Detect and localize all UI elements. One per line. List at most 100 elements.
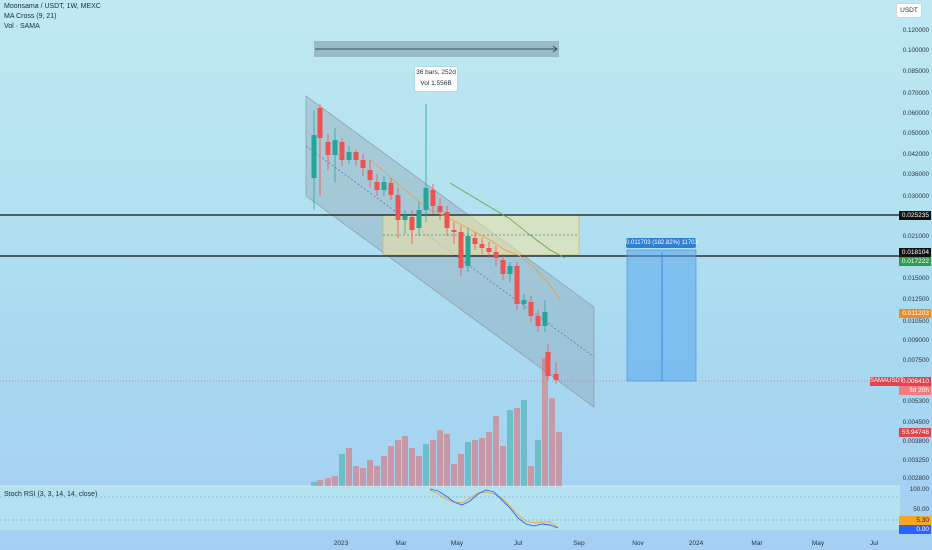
- stoch-d-line: [429, 489, 559, 528]
- candle-body: [458, 232, 464, 268]
- volume-legend[interactable]: Vol · SAMA: [4, 23, 40, 30]
- bars-volume-text: Vol 1.556B: [420, 80, 452, 87]
- price-tick: 0.003250: [902, 457, 929, 464]
- candle-body: [472, 238, 478, 244]
- ma-cross-legend[interactable]: MA Cross (9, 21): [4, 13, 57, 20]
- volume-bar: [528, 466, 534, 486]
- candle-body: [311, 135, 317, 178]
- volume-bar: [479, 438, 485, 486]
- volume-bar: [514, 408, 520, 486]
- stoch-level-tick: 50.00: [913, 506, 929, 513]
- candle-body: [545, 352, 551, 376]
- volume-bar: [339, 454, 345, 486]
- price-tick: 0.030000: [902, 193, 929, 200]
- candle-body: [381, 182, 387, 190]
- time-tick: Mar: [395, 540, 407, 547]
- volume-bar: [549, 398, 555, 486]
- price-tick: 0.100000: [902, 47, 929, 54]
- volume-bar: [465, 442, 471, 486]
- volume-bar: [353, 466, 359, 486]
- candle-body: [388, 183, 394, 195]
- time-tick: May: [450, 540, 464, 547]
- volume-bar: [332, 476, 338, 486]
- stoch-d-tag: 5.30: [899, 516, 931, 525]
- candle-body: [451, 230, 457, 232]
- price-tick: 0.002800: [902, 475, 929, 482]
- price-tick: 0.021000: [902, 233, 929, 240]
- symbol-badge: SAMAUSDT: [870, 377, 904, 386]
- candle-body: [553, 374, 559, 380]
- horizontal-line-price-tag: 0.018104: [899, 248, 931, 257]
- volume-bar: [423, 444, 429, 486]
- volume-bar: [430, 440, 436, 486]
- time-tick: Jul: [869, 540, 879, 547]
- volume-bars: [311, 358, 562, 486]
- volume-bar: [472, 440, 478, 486]
- green-price-tag: 0.017222: [899, 257, 931, 266]
- candle-body: [402, 216, 408, 220]
- volume-bar: [346, 448, 352, 486]
- candle-body: [332, 140, 338, 155]
- volume-bar: [451, 464, 457, 486]
- time-tick: 2023: [333, 540, 349, 547]
- stoch-rsi-panel[interactable]: [0, 486, 900, 530]
- measure-label: 0.011703 (182.82%) 11703: [626, 238, 698, 248]
- volume-bar: [500, 446, 506, 486]
- candle-body: [528, 302, 534, 316]
- volume-bar: [542, 358, 548, 486]
- volume-bar: [388, 446, 394, 486]
- volume-bar: [507, 410, 513, 486]
- price-tick: 0.012500: [902, 296, 929, 303]
- ma-fast-line: [369, 159, 561, 301]
- stoch-rsi-legend[interactable]: Stoch RSI (3, 3, 14, 14, close): [4, 491, 98, 498]
- price-tick: 0.003800: [902, 438, 929, 445]
- price-tick: 0.085000: [902, 68, 929, 75]
- candle-body: [493, 252, 499, 258]
- candle-body: [521, 300, 527, 304]
- price-tick: 0.120000: [902, 27, 929, 34]
- candle-body: [465, 236, 471, 266]
- price-tick: 0.007500: [902, 357, 929, 364]
- time-tick: Jul: [513, 540, 523, 547]
- candle-body: [339, 142, 345, 160]
- price-tick: 0.010500: [902, 318, 929, 325]
- stoch-k-tag: 0.00: [899, 525, 931, 534]
- volume-bar: [311, 482, 317, 486]
- candle-body: [317, 108, 323, 138]
- volume-bar: [458, 454, 464, 486]
- volume-bar: [402, 436, 408, 486]
- price-range-measure-box[interactable]: [626, 249, 697, 382]
- candlesticks: [311, 104, 559, 384]
- ma-slow-line: [449, 182, 566, 259]
- volume-bar: [381, 456, 387, 486]
- price-tick: 0.005300: [902, 398, 929, 405]
- price-tick: 0.060000: [902, 110, 929, 117]
- price-tick: 0.009000: [902, 337, 929, 344]
- symbol-legend[interactable]: Moonsama / USDT, 1W, MEXC: [4, 3, 101, 10]
- bars-range-text: 36 bars, 252d: [416, 69, 456, 76]
- time-tick: Sep: [573, 540, 585, 547]
- stoch-level-tick: 100.00: [909, 486, 929, 493]
- volume-bar: [416, 456, 422, 486]
- currency-button[interactable]: USDT: [896, 3, 922, 18]
- candle-body: [325, 142, 331, 155]
- time-tick: Mar: [751, 540, 763, 547]
- time-tick: May: [811, 540, 825, 547]
- volume-price-tag: 53.94748: [899, 428, 931, 437]
- current-price-tag: 0.006410: [899, 377, 931, 386]
- date-range-tooltip: 36 bars, 252d Vol 1.556B: [415, 67, 457, 91]
- candle-body: [507, 266, 513, 274]
- candle-body: [374, 182, 380, 190]
- countdown-tag: 3d 20h: [899, 386, 931, 395]
- volume-bar: [556, 432, 562, 486]
- price-tick: 0.050000: [902, 130, 929, 137]
- candle-body: [444, 212, 450, 228]
- volume-bar: [395, 440, 401, 486]
- candle-body: [423, 188, 429, 210]
- price-tick: 0.004500: [902, 419, 929, 426]
- price-tick: 0.015000: [902, 275, 929, 282]
- candle-body: [479, 244, 485, 248]
- volume-bar: [409, 448, 415, 486]
